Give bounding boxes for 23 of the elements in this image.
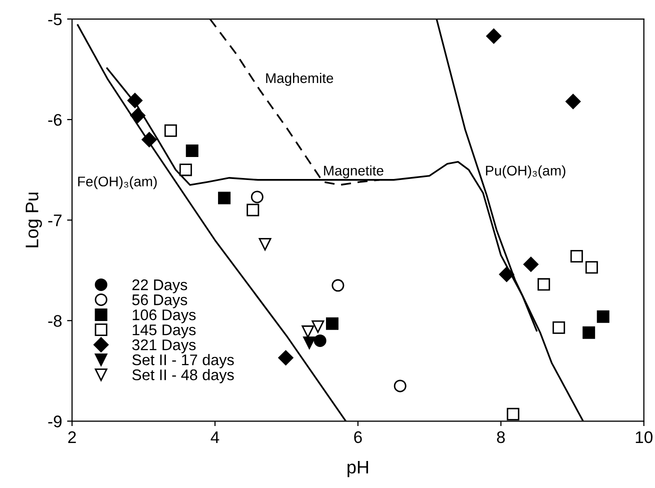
annotation: Fe(OH)₃(am)	[78, 176, 157, 190]
y-tick-label: -9	[48, 416, 62, 428]
legend-label: 106 Days	[132, 309, 196, 324]
legend-label: 145 Days	[132, 324, 196, 338]
legend-label: 22 Days	[132, 279, 188, 294]
annotation: Maghemite	[266, 72, 334, 86]
y-tick-label: -7	[48, 214, 62, 226]
legend-label: Set II - 17 days	[132, 354, 234, 368]
annotation: Magnetite	[324, 165, 384, 178]
x-tick-label: 6	[354, 431, 362, 444]
x-tick-label: 10	[636, 431, 652, 444]
x-axis-title: pH	[348, 460, 368, 478]
legend-label: 321 Days	[132, 339, 196, 354]
y-tick-label: -6	[48, 114, 62, 126]
x-tick-label: 8	[497, 431, 505, 444]
y-tick-label: -8	[48, 315, 62, 327]
y-tick-label: -5	[48, 14, 62, 26]
legend-label: Set II - 48 days	[132, 369, 234, 384]
annotation: Pu(OH)₃(am)	[486, 165, 566, 178]
x-tick-label: 4	[210, 431, 220, 443]
x-tick-label: 2	[68, 431, 76, 443]
legend-label: 56 Days	[132, 294, 188, 308]
y-axis-title: Log Pu	[26, 192, 42, 248]
